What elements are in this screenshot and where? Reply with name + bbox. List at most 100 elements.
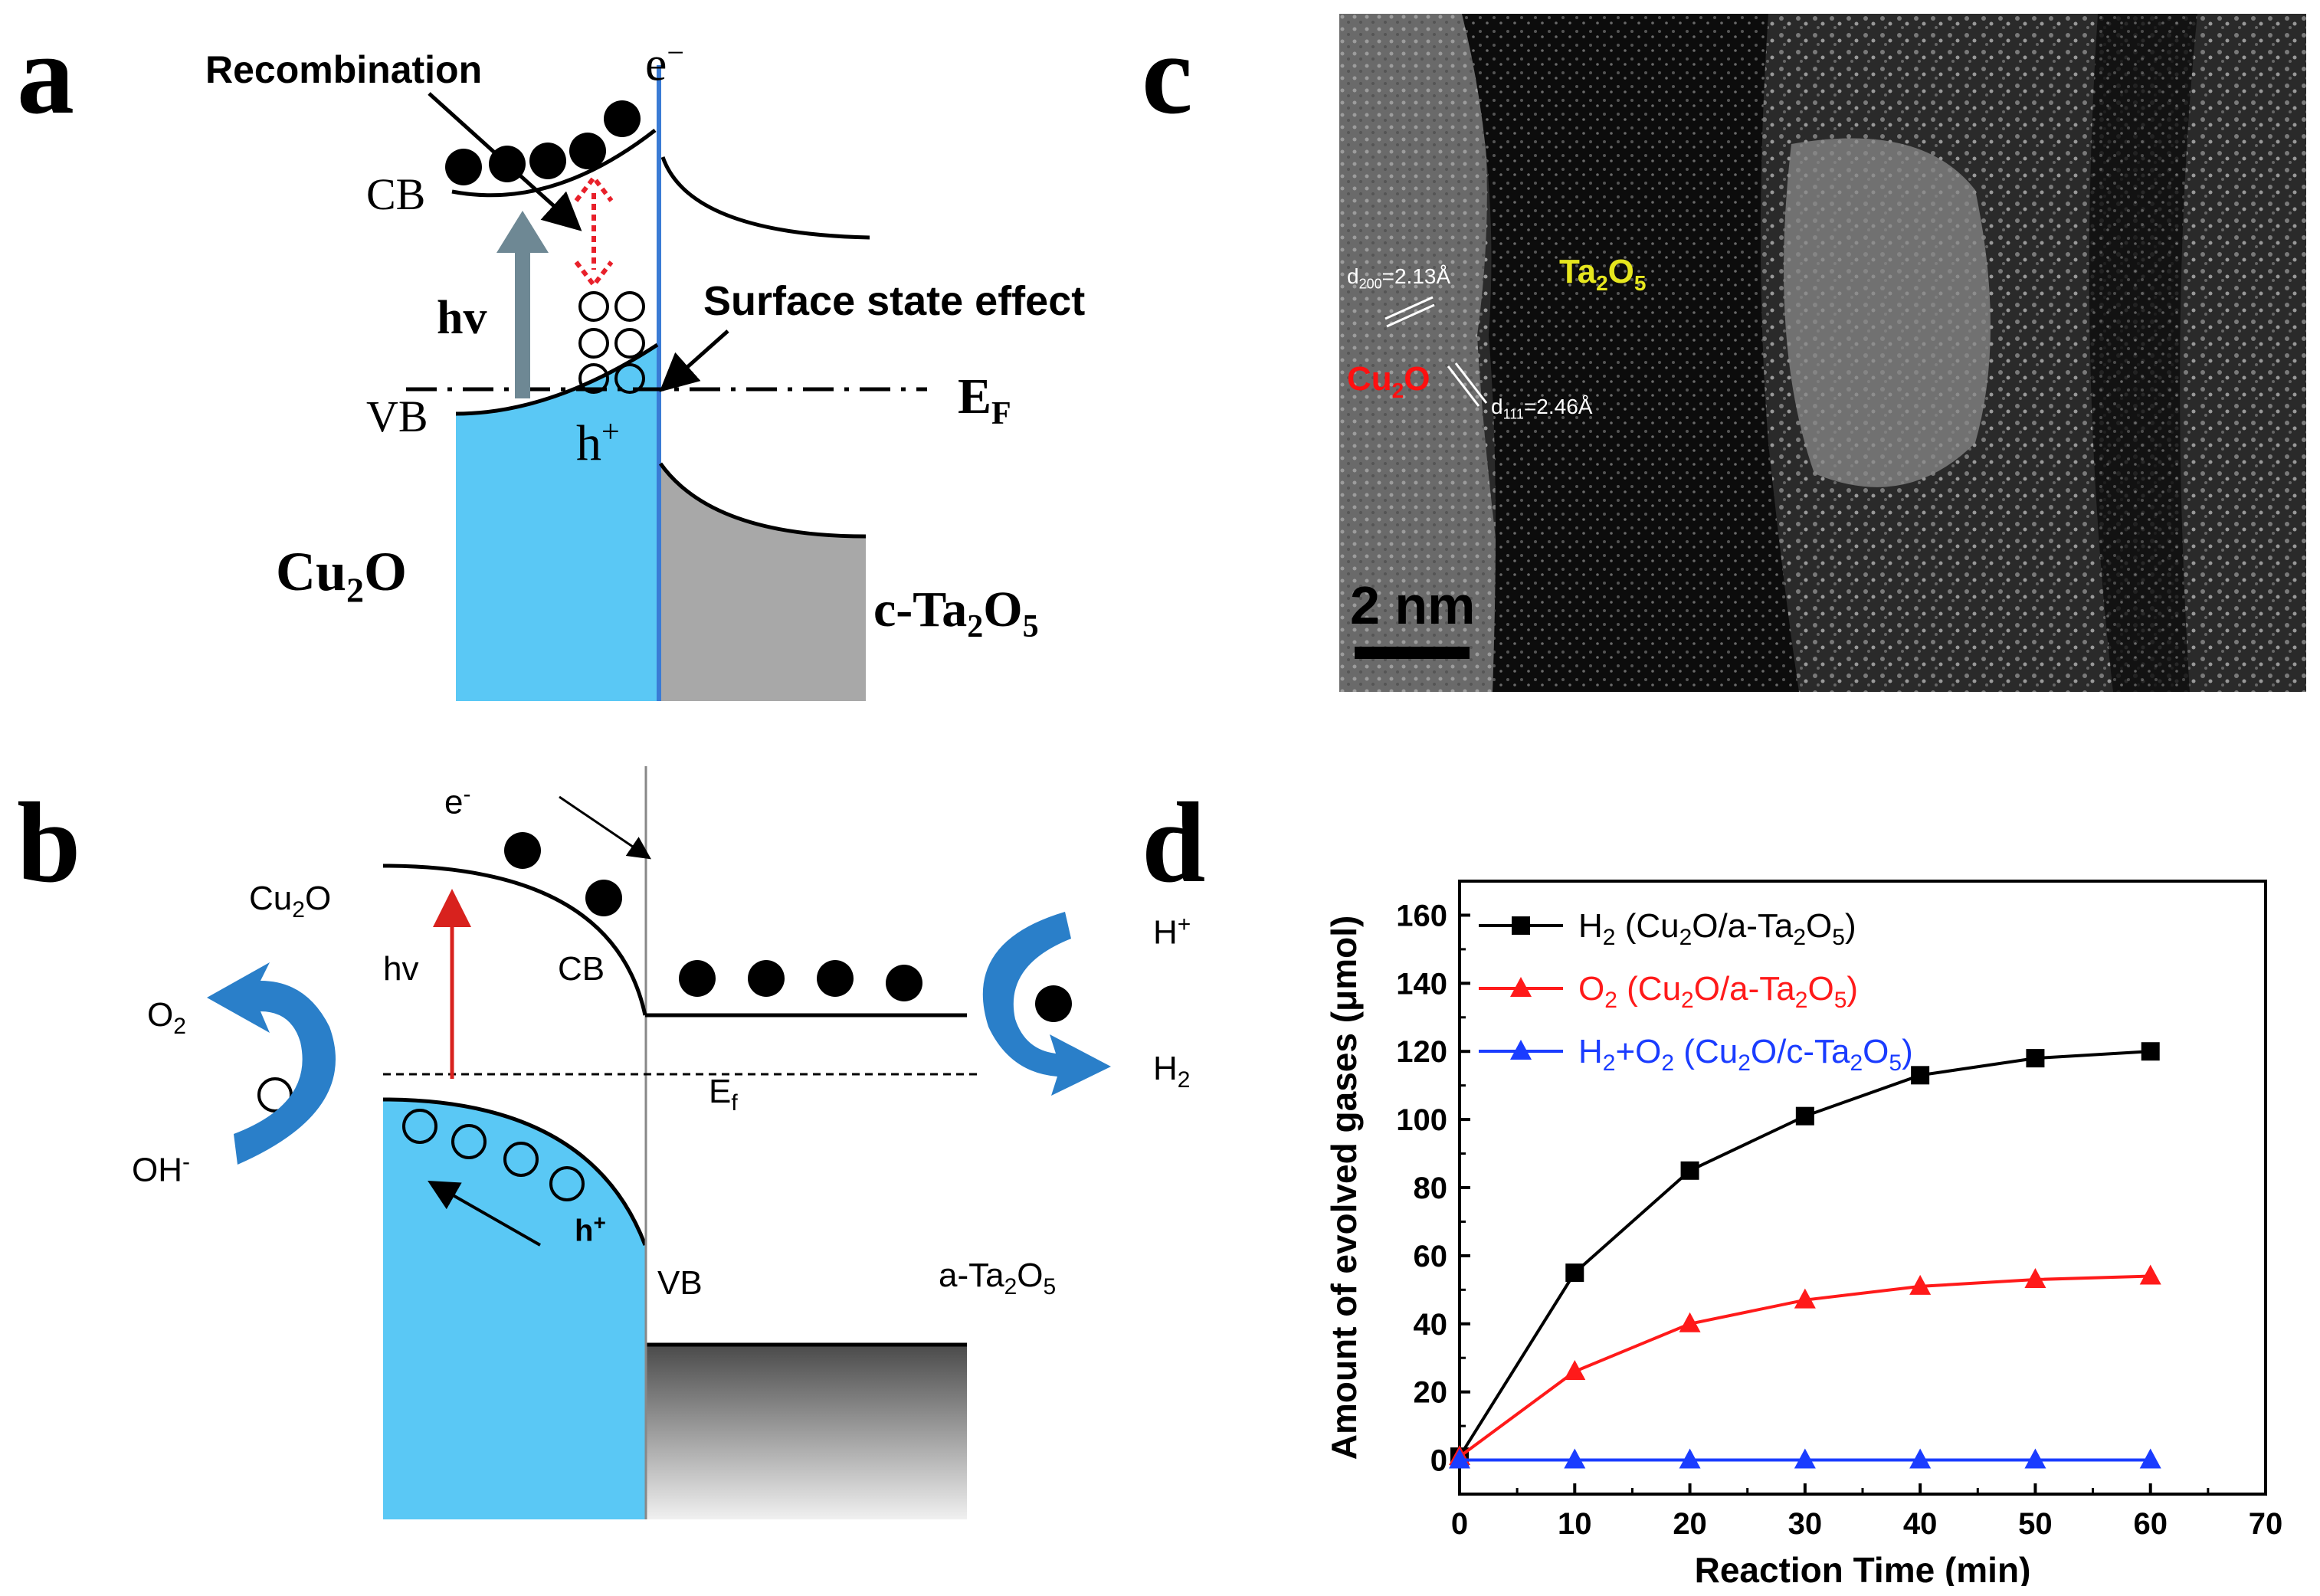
hole-label: h+ — [576, 415, 620, 471]
ta2o5-region — [660, 464, 866, 701]
data-point — [1794, 1288, 1816, 1309]
oxidation-curved-arrow — [207, 962, 336, 1165]
y-tick-label: 100 — [1396, 1103, 1447, 1137]
hole-circle — [578, 328, 609, 359]
data-point — [2141, 1042, 2160, 1061]
lattice-fringe-line — [1454, 362, 1488, 404]
data-point — [2024, 1448, 2046, 1469]
panel-b-band-diagram — [207, 766, 1111, 1519]
hole-circle — [503, 1142, 539, 1177]
electron-dot — [817, 960, 854, 997]
data-point — [2139, 1448, 2161, 1469]
hv-arrow-head — [496, 211, 549, 253]
tem-bright-region — [1784, 138, 1991, 487]
tem-dark-band-right — [2089, 14, 2197, 692]
data-point — [1911, 1066, 1930, 1085]
y-axis-label: Amount of evolved gases (μmol) — [1324, 916, 1364, 1460]
x-tick-label: 30 — [1788, 1507, 1823, 1541]
lattice-fringe-line — [1386, 303, 1435, 328]
cu2o-valence-region — [456, 345, 657, 701]
hole-circle — [549, 1166, 585, 1201]
data-point — [2024, 1268, 2046, 1288]
fermi-level-label: Ef — [709, 1073, 738, 1116]
y-tick-label: 140 — [1396, 967, 1447, 1001]
scale-bar — [1355, 647, 1470, 659]
y-tick-label: 60 — [1414, 1240, 1448, 1273]
data-point — [1449, 1448, 1470, 1469]
cb-curve-right — [660, 156, 870, 240]
y-tick-label: 40 — [1414, 1308, 1448, 1342]
scale-bar-label: 2 nm — [1350, 575, 1476, 635]
data-point — [2139, 1264, 2161, 1285]
electron-dot — [886, 965, 922, 1001]
hole-label: h+ — [575, 1211, 606, 1248]
legend-marker — [1510, 1040, 1532, 1060]
data-point — [1679, 1312, 1701, 1332]
cu2o-label: Cu2O — [249, 880, 332, 923]
panel-letter-a: a — [17, 11, 74, 138]
hv-label: hv — [437, 292, 487, 344]
cu2o-region — [383, 1100, 645, 1519]
recombination-label: Recombination — [205, 48, 483, 91]
data-point — [1795, 1106, 1814, 1126]
ta2o5-label: Ta2O5 — [1559, 253, 1647, 295]
vb-curve-left — [455, 342, 659, 416]
cu2o-label: Cu2O — [1347, 360, 1430, 402]
y-tick-label: 0 — [1430, 1444, 1447, 1478]
electron-dot — [604, 100, 641, 137]
reduction-curved-arrow — [982, 912, 1111, 1096]
hydroxide-label: OH- — [132, 1149, 190, 1189]
hole-circle — [578, 363, 609, 394]
electron-label: e- — [444, 782, 471, 821]
tem-image — [1339, 14, 2306, 692]
legend-label: O2 (Cu2O/a-Ta2O5) — [1578, 970, 1858, 1013]
a-ta2o5-label: a-Ta2O5 — [939, 1257, 1057, 1299]
fermi-level-label: EF — [958, 369, 1011, 432]
data-point — [2026, 1049, 2045, 1068]
evolved-gases-chart: 0 10 20 30 40 50 60 70 0 20 40 60 80 100 120 140 160 Reac… — [1324, 880, 2282, 1586]
vb-curve-right — [658, 462, 867, 539]
y-tick-label: 80 — [1414, 1172, 1448, 1205]
x-tick-label: 20 — [1673, 1507, 1707, 1541]
cb-label: CB — [558, 950, 605, 988]
lattice-fringe-line — [1384, 296, 1434, 320]
surface-state-pointer — [659, 329, 729, 392]
hole-circle — [402, 1109, 437, 1144]
legend-marker — [1510, 977, 1532, 997]
surface-state-label: Surface state effect — [703, 278, 1086, 324]
panel-a-band-diagram — [406, 65, 927, 701]
y-tick-label: 20 — [1414, 1376, 1448, 1410]
cb-label: CB — [366, 169, 426, 219]
hole-circle — [578, 291, 609, 322]
x-tick-label: 10 — [1558, 1507, 1592, 1541]
cu2o-label: Cu2O — [276, 541, 408, 610]
vb-label: VB — [366, 392, 428, 441]
electron-dot — [529, 143, 566, 179]
hole-circle — [614, 363, 645, 394]
recombination-pointer — [428, 92, 582, 231]
data-point — [1794, 1448, 1816, 1469]
y-tick-label: 120 — [1396, 1035, 1447, 1069]
panel-letter-c: c — [1142, 11, 1193, 138]
recombination-arrow-head-bottom — [574, 261, 614, 289]
x-tick-label: 50 — [2018, 1507, 2053, 1541]
proton-label: H+ — [1153, 912, 1191, 952]
cb-curve-left — [382, 864, 647, 1016]
legend-label: H2+O2 (Cu2O/c-Ta2O5) — [1578, 1033, 1913, 1076]
electron-dot — [569, 133, 606, 169]
vb-curve-left — [382, 1097, 647, 1246]
hole-migration-arrow — [428, 1181, 541, 1247]
x-tick-label: 60 — [2133, 1507, 2168, 1541]
h2-label: H2 — [1153, 1050, 1191, 1093]
hole-circle — [614, 291, 645, 322]
tem-cu2o-particle — [1339, 14, 1516, 692]
tem-ta2o5-band — [1462, 14, 1799, 692]
c-ta2o5-label: c-Ta2O5 — [873, 582, 1039, 645]
hv-label: hv — [383, 950, 419, 988]
x-axis-label: Reaction Time (min) — [1695, 1550, 2031, 1586]
a-ta2o5-vb-region — [647, 1345, 967, 1519]
d111-label: d111=2.46Å — [1491, 395, 1593, 422]
x-tick-label: 40 — [1903, 1507, 1938, 1541]
electron-dot — [504, 832, 541, 869]
electron-dot — [679, 960, 716, 997]
